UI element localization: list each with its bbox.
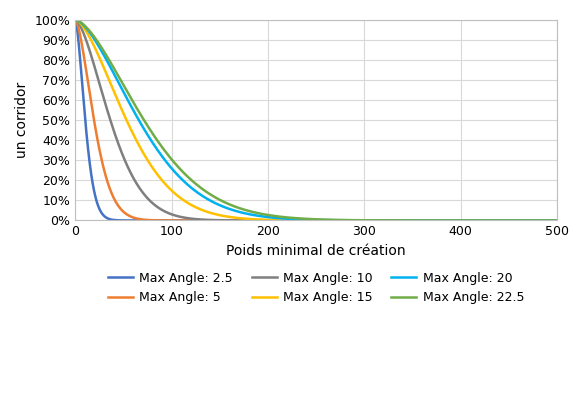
Max Angle: 22.5: (0, 1): 22.5: (0, 1): [72, 18, 79, 22]
Max Angle: 2.5: (25.5, 0.0529): 2.5: (25.5, 0.0529): [96, 207, 103, 212]
Max Angle: 22.5: (394, 2.37e-05): 22.5: (394, 2.37e-05): [451, 218, 458, 223]
Max Angle: 10: (243, 5.32e-07): 10: (243, 5.32e-07): [306, 218, 313, 223]
Max Angle: 20: (230, 0.00608): 20: (230, 0.00608): [293, 217, 300, 222]
Max Angle: 22.5: (25.5, 0.875): 22.5: (25.5, 0.875): [96, 42, 103, 47]
Max Angle: 5: (230, 2.28e-16): 5: (230, 2.28e-16): [293, 218, 300, 223]
Max Angle: 2.5: (500, 7.1e-150): 2.5: (500, 7.1e-150): [554, 218, 561, 223]
Max Angle: 15: (485, 4.49e-11): 15: (485, 4.49e-11): [540, 218, 547, 223]
Y-axis label: un corridor: un corridor: [15, 82, 29, 158]
Max Angle: 10: (0, 1): 10: (0, 1): [72, 18, 79, 22]
Max Angle: 22.5: (485, 3.41e-07): 22.5: (485, 3.41e-07): [540, 218, 547, 223]
Max Angle: 5: (25.5, 0.343): 5: (25.5, 0.343): [96, 149, 103, 154]
Line: Max Angle: 2.5: Max Angle: 2.5: [75, 20, 557, 220]
Max Angle: 10: (500, 1.3e-20): 10: (500, 1.3e-20): [554, 218, 561, 223]
Max Angle: 10: (394, 2.71e-14): 10: (394, 2.71e-14): [451, 218, 458, 223]
Max Angle: 5: (243, 7.76e-18): 5: (243, 7.76e-18): [306, 218, 313, 223]
Max Angle: 10: (485, 1.07e-19): 10: (485, 1.07e-19): [540, 218, 547, 223]
Max Angle: 15: (25.5, 0.808): 15: (25.5, 0.808): [96, 56, 103, 61]
Line: Max Angle: 15: Max Angle: 15: [75, 20, 557, 220]
Line: Max Angle: 22.5: Max Angle: 22.5: [75, 20, 557, 220]
Max Angle: 20: (243, 0.00377): 20: (243, 0.00377): [306, 217, 313, 222]
Max Angle: 20: (485, 4.74e-08): 20: (485, 4.74e-08): [539, 218, 546, 223]
Max Angle: 15: (394, 3.98e-08): 15: (394, 3.98e-08): [451, 218, 458, 223]
Max Angle: 5: (0, 1): 5: (0, 1): [72, 18, 79, 22]
Line: Max Angle: 10: Max Angle: 10: [75, 20, 557, 220]
Max Angle: 2.5: (230, 9.65e-44): 2.5: (230, 9.65e-44): [293, 218, 300, 223]
Max Angle: 2.5: (485, 5.18e-143): 2.5: (485, 5.18e-143): [540, 218, 547, 223]
Max Angle: 15: (0, 1): 15: (0, 1): [72, 18, 79, 22]
Max Angle: 2.5: (0, 1): 2.5: (0, 1): [72, 18, 79, 22]
Max Angle: 15: (230, 0.000744): 15: (230, 0.000744): [293, 218, 300, 223]
X-axis label: Poids minimal de création: Poids minimal de création: [227, 244, 406, 258]
Max Angle: 2.5: (485, 6.79e-143): 2.5: (485, 6.79e-143): [539, 218, 546, 223]
Max Angle: 15: (485, 4.58e-11): 15: (485, 4.58e-11): [539, 218, 546, 223]
Max Angle: 22.5: (485, 3.45e-07): 22.5: (485, 3.45e-07): [539, 218, 546, 223]
Max Angle: 20: (25.5, 0.859): 20: (25.5, 0.859): [96, 46, 103, 51]
Max Angle: 2.5: (394, 1.79e-102): 2.5: (394, 1.79e-102): [451, 218, 458, 223]
Max Angle: 20: (0, 1): 20: (0, 1): [72, 18, 79, 22]
Max Angle: 2.5: (243, 8.85e-48): 2.5: (243, 8.85e-48): [306, 218, 313, 223]
Line: Max Angle: 20: Max Angle: 20: [75, 20, 557, 220]
Max Angle: 22.5: (230, 0.0111): 22.5: (230, 0.0111): [293, 216, 300, 221]
Max Angle: 5: (500, 5.81e-55): 5: (500, 5.81e-55): [554, 218, 561, 223]
Max Angle: 10: (25.5, 0.676): 10: (25.5, 0.676): [96, 82, 103, 87]
Max Angle: 22.5: (243, 0.00726): 22.5: (243, 0.00726): [306, 217, 313, 222]
Max Angle: 15: (500, 1.42e-11): 15: (500, 1.42e-11): [554, 218, 561, 223]
Max Angle: 5: (485, 2.01e-52): 5: (485, 2.01e-52): [539, 218, 546, 223]
Legend: Max Angle: 2.5, Max Angle: 5, Max Angle: 10, Max Angle: 15, Max Angle: 20, Max A: Max Angle: 2.5, Max Angle: 5, Max Angle:…: [103, 267, 529, 309]
Max Angle: 10: (230, 1.84e-06): 10: (230, 1.84e-06): [293, 218, 300, 223]
Max Angle: 20: (500, 2.07e-08): 20: (500, 2.07e-08): [554, 218, 561, 223]
Max Angle: 10: (485, 1.11e-19): 10: (485, 1.11e-19): [539, 218, 546, 223]
Line: Max Angle: 5: Max Angle: 5: [75, 20, 557, 220]
Max Angle: 5: (394, 1e-37): 5: (394, 1e-37): [451, 218, 458, 223]
Max Angle: 20: (394, 5.73e-06): 20: (394, 5.73e-06): [451, 218, 458, 223]
Max Angle: 5: (485, 1.82e-52): 5: (485, 1.82e-52): [540, 218, 547, 223]
Max Angle: 20: (485, 4.68e-08): 20: (485, 4.68e-08): [540, 218, 547, 223]
Max Angle: 22.5: (500, 1.66e-07): 22.5: (500, 1.66e-07): [554, 218, 561, 223]
Max Angle: 15: (243, 0.000378): 15: (243, 0.000378): [306, 218, 313, 223]
